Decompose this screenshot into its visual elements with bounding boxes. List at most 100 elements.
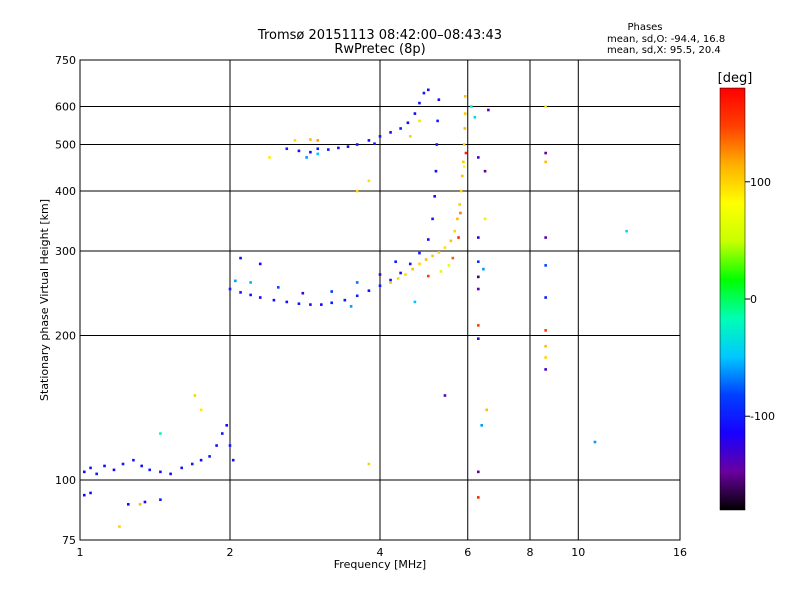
data-point [593,440,597,444]
data-point [463,95,467,98]
x-tick-label: 10 [571,546,585,559]
data-point [477,260,480,264]
data-point [143,500,147,504]
data-point [443,246,447,249]
data-point [424,258,428,261]
data-point [399,271,402,275]
y-tick-label: 500 [55,139,76,152]
data-point [426,274,430,278]
colorbar-ticks: 100 0 -100 [745,176,775,423]
data-point [464,151,468,155]
data-point [316,147,320,151]
data-point [140,464,144,468]
data-point [297,302,301,305]
data-point [418,101,421,105]
data-point [285,147,289,151]
data-point [411,267,414,271]
colorbar-tick-label: -100 [750,410,775,423]
x-tick-label: 2 [227,546,234,559]
data-point [544,356,547,359]
data-point [413,112,417,115]
data-point [95,472,98,476]
data-point [449,239,453,243]
data-point [118,525,121,528]
chart-title: Tromsø 20151113 08:42:00–08:43:43 [257,28,502,43]
data-point [431,217,434,221]
data-point [451,256,455,260]
data-point [225,424,229,427]
phase-box-title: Phases [627,22,662,33]
data-point [389,281,392,284]
data-point [126,503,130,506]
data-point [462,160,465,164]
data-point [544,296,547,299]
y-tick-label: 300 [55,245,76,258]
data-point [459,211,462,215]
data-point [355,294,359,298]
colorbar-tick-label: 0 [750,293,757,306]
data-point [482,267,485,271]
data-point [477,496,480,499]
data-point [180,466,184,470]
data-point [82,470,86,474]
phase-box-line-o: mean, sd,O: -94.4, 16.8 [607,34,725,45]
data-point [477,275,480,279]
x-tick-label: 1 [77,546,84,559]
data-point [82,493,86,497]
data-point [487,108,490,112]
data-point [625,229,628,233]
data-point [367,462,371,466]
data-point [483,169,487,173]
data-point [132,458,135,462]
data-point [447,264,451,267]
data-point [343,298,347,302]
colorbar-tick-label: 100 [750,176,771,189]
data-point [190,462,194,466]
data-point [394,260,397,264]
data-point [355,281,359,284]
data-point [378,135,382,138]
y-tick-label: 400 [55,185,76,198]
data-point [439,270,443,273]
data-point [199,458,203,462]
data-point [473,115,477,119]
data-point [453,229,457,233]
colorbar [719,87,746,511]
data-point [258,296,262,299]
y-tick-label: 750 [55,54,76,67]
data-point [434,169,438,173]
data-point [378,273,382,276]
data-point [457,236,460,239]
x-tick-labels: 1 2 4 6 8 10 16 [77,546,688,559]
data-point [460,174,464,178]
data-point [121,462,125,466]
data-point [293,139,297,142]
data-point [349,305,353,308]
data-point [337,146,340,150]
data-point [437,98,441,101]
data-point [327,148,330,151]
y-axis-label: Stationary phase Virtual Height [km] [38,199,51,401]
data-point [103,464,106,468]
data-point [249,281,252,284]
data-point [480,424,484,427]
data-point [485,408,489,412]
data-point [544,344,547,348]
data-point [239,291,242,294]
data-point [477,236,480,239]
data-point [367,139,371,142]
data-point [435,143,439,146]
data-point [433,195,436,198]
data-point [544,160,547,164]
data-point [199,408,203,412]
data-point [422,91,426,95]
data-point [483,217,487,221]
data-point [431,254,434,258]
y-tick-label: 200 [55,330,76,343]
phase-box-line-x: mean, sd,X: 95.5, 20.4 [607,45,721,56]
data-point [456,217,459,221]
data-point [463,112,467,115]
data-point [437,251,441,254]
data-point [544,151,547,155]
data-point [544,264,547,267]
